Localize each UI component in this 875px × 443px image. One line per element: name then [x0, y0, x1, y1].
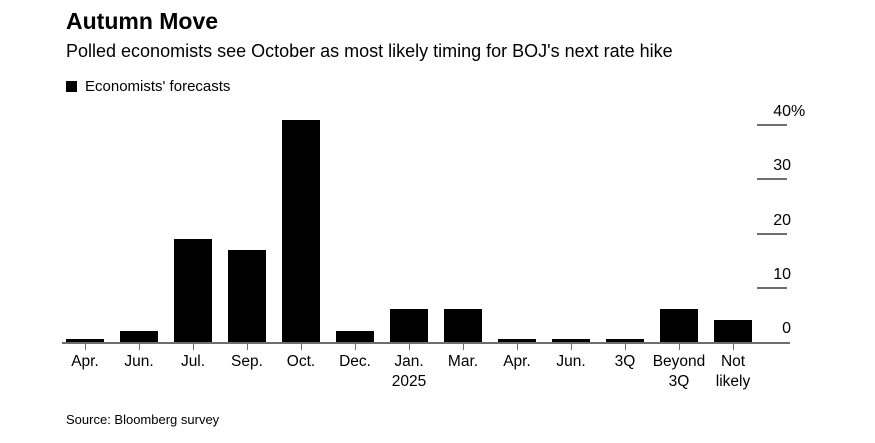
bar-mar — [444, 309, 482, 342]
x-axis-label: Not likely — [688, 352, 778, 392]
y-axis-label: 10 — [731, 265, 791, 285]
x-axis-label-line: Jul. — [180, 353, 206, 370]
y-axis-label: 40% — [731, 102, 805, 122]
x-axis-label: Mar. — [418, 352, 508, 372]
legend-square-icon — [66, 81, 77, 92]
x-axis-label-line: Apr. — [71, 353, 99, 370]
x-axis-label: Sep. — [202, 352, 292, 372]
x-axis-label: Apr. — [40, 352, 130, 372]
x-axis-tick — [625, 344, 626, 350]
x-axis-tick — [679, 344, 680, 350]
y-axis-tick-dash — [757, 286, 787, 289]
bar-jul — [174, 239, 212, 342]
bar-beyond3q — [660, 309, 698, 342]
bar-jun — [552, 339, 590, 342]
y-axis-label: 30 — [731, 156, 791, 176]
x-axis-label: Jun. — [526, 352, 616, 372]
x-axis-tick — [409, 344, 410, 350]
bar-dec — [336, 331, 374, 342]
x-axis-tick — [463, 344, 464, 350]
legend-label: Economists' forecasts — [85, 78, 231, 95]
bar-3q — [606, 339, 644, 342]
x-axis-label: Dec. — [310, 352, 400, 372]
x-axis-label: Apr. — [472, 352, 562, 372]
x-axis-label-line: Not — [720, 353, 746, 370]
x-axis-label: 3Q — [580, 352, 670, 372]
x-axis-tick — [571, 344, 572, 350]
x-axis-label-line: Sep. — [231, 353, 263, 370]
y-axis-label-number: 0 — [782, 320, 791, 337]
bar-sep — [228, 250, 266, 342]
bar-oct — [282, 120, 320, 342]
chart-subtitle: Polled economists see October as most li… — [66, 41, 673, 61]
y-axis-percent-sign: % — [791, 103, 806, 121]
x-axis-label: Oct. — [256, 352, 346, 372]
x-axis-tick — [247, 344, 248, 350]
y-axis-label: 0 — [731, 319, 791, 339]
x-axis-label-line: 3Q — [614, 353, 636, 370]
x-axis-tick — [733, 344, 734, 350]
x-axis-label: Jan. 2025 — [364, 352, 454, 392]
y-axis-label: 20 — [731, 211, 791, 231]
x-axis-label-line: Mar. — [447, 353, 479, 370]
y-axis-label-number: 20 — [773, 211, 791, 229]
x-axis-tick — [355, 344, 356, 350]
y-axis-label-number: 30 — [773, 157, 791, 175]
y-axis-tick-dash — [757, 178, 787, 181]
bar-jan2025 — [390, 309, 428, 342]
x-axis-label: Beyond 3Q — [634, 352, 724, 392]
x-axis-label-line: Dec. — [339, 353, 371, 370]
x-axis-label: Jun. — [94, 352, 184, 372]
x-axis-tick — [517, 344, 518, 350]
x-axis-tick — [301, 344, 302, 350]
bar-apr — [498, 339, 536, 342]
x-axis-line — [62, 342, 790, 344]
x-axis-label-line: Apr. — [503, 353, 531, 370]
x-axis-label-line: Beyond — [652, 353, 706, 370]
chart-title: Autumn Move — [66, 8, 219, 34]
x-axis-tick — [193, 344, 194, 350]
x-axis-tick — [85, 344, 86, 350]
y-axis-tick-dash — [757, 232, 787, 235]
bar-jun — [120, 331, 158, 342]
x-axis-label-line: Oct. — [286, 353, 316, 370]
x-axis-label-line: likely — [715, 373, 751, 390]
source-note: Source: Bloomberg survey — [66, 412, 220, 427]
x-axis-label: Jul. — [148, 352, 238, 372]
legend: Economists' forecasts — [66, 78, 230, 95]
x-axis-label-line: Jun. — [556, 353, 586, 370]
y-axis-label-number: 10 — [773, 265, 791, 283]
x-axis-tick — [139, 344, 140, 350]
x-axis-label-line: 3Q — [668, 373, 690, 390]
bar-apr — [66, 339, 104, 342]
y-axis-label-number: 40 — [773, 103, 791, 121]
bar-notlikely — [714, 320, 752, 342]
x-axis-label-line: Jun. — [124, 353, 154, 370]
x-axis-label-line: Jan. — [394, 353, 424, 370]
y-axis-tick-dash — [757, 124, 787, 127]
x-axis-label-line: 2025 — [391, 373, 427, 390]
